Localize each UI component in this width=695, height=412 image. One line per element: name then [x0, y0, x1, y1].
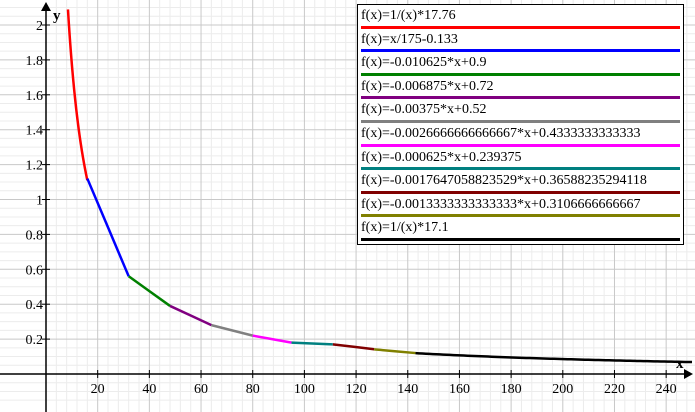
- legend-label: f(x)=1/(x)*17.1: [361, 220, 449, 236]
- legend-swatch: [361, 190, 680, 194]
- legend-entry-4: f(x)=-0.006875*x+0.72: [361, 78, 680, 102]
- series-lines: [66, 9, 693, 364]
- legend-entry-2: f(x)=x/175-0.133: [361, 31, 680, 55]
- legend-swatch: [361, 72, 680, 76]
- legend-swatch: [361, 167, 680, 171]
- y-axis-label: y: [53, 8, 61, 24]
- legend-entry-6: f(x)=-0.0026666666666667*x+0.43333333333…: [361, 125, 680, 149]
- series-line-8: [332, 343, 375, 351]
- legend-swatch: [361, 96, 680, 100]
- y-tick-label: 1.2: [26, 159, 44, 174]
- legend-swatch: [361, 143, 680, 147]
- y-tick-label: 0.6: [26, 263, 44, 278]
- series-line-6: [252, 334, 292, 344]
- legend-swatch: [361, 25, 680, 29]
- y-tick-label: 1: [36, 194, 43, 209]
- y-tick-label: 0.2: [26, 333, 44, 348]
- series-line-10: [415, 351, 693, 364]
- legend-entry-7: f(x)=-0.000625*x+0.239375: [361, 149, 680, 173]
- legend-label: f(x)=x/175-0.133: [361, 31, 458, 47]
- legend-label: f(x)=-0.00375*x+0.52: [361, 102, 487, 118]
- series-line-9: [374, 348, 416, 355]
- x-tick-label: 140: [397, 382, 418, 397]
- x-axis-label: x: [676, 356, 684, 372]
- legend-entry-10: f(x)=1/(x)*17.1: [361, 219, 680, 243]
- series-line-2: [86, 178, 130, 277]
- y-tick-label: 1.4: [26, 124, 44, 139]
- x-tick-label: 120: [346, 382, 367, 397]
- legend-label: f(x)=-0.010625*x+0.9: [361, 55, 487, 71]
- legend-swatch: [361, 214, 680, 218]
- x-tick-label: 180: [501, 382, 522, 397]
- x-tick-label: 220: [604, 382, 625, 397]
- series-line-5: [211, 323, 254, 337]
- x-axis-arrow: [684, 369, 693, 379]
- legend-entry-8: f(x)=-0.0017647058823529*x+0.36588235294…: [361, 172, 680, 196]
- legend-label: f(x)=-0.006875*x+0.72: [361, 78, 494, 94]
- legend-entry-3: f(x)=-0.010625*x+0.9: [361, 54, 680, 78]
- legend-swatch: [361, 237, 680, 241]
- x-tick-label: 100: [294, 382, 315, 397]
- legend-entry-5: f(x)=-0.00375*x+0.52: [361, 101, 680, 125]
- legend-entry-1: f(x)=1/(x)*17.76: [361, 7, 680, 31]
- x-tick-label: 20: [91, 382, 105, 397]
- y-axis-arrow: [41, 2, 51, 11]
- y-tick-label: 1.8: [26, 54, 44, 69]
- legend-label: f(x)=1/(x)*17.76: [361, 8, 456, 23]
- legend-entry-9: f(x)=-0.0013333333333333*x+0.31066666666…: [361, 196, 680, 220]
- y-tick-label: 1.6: [26, 89, 44, 104]
- x-tick-label: 60: [194, 382, 208, 397]
- x-tick-label: 80: [246, 382, 260, 397]
- series-line-7: [291, 341, 333, 346]
- legend-label: f(x)=-0.000625*x+0.239375: [361, 149, 522, 165]
- x-tick-label: 160: [449, 382, 470, 397]
- y-tick-label: 0.4: [26, 298, 44, 313]
- x-tick-label: 200: [552, 382, 573, 397]
- legend-swatch: [361, 119, 680, 123]
- x-tick-label: 240: [656, 382, 677, 397]
- legend-label: f(x)=-0.0017647058823529*x+0.36588235294…: [361, 173, 647, 189]
- series-line-4: [169, 304, 212, 327]
- legend-label: f(x)=-0.0013333333333333*x+0.31066666666…: [361, 196, 641, 212]
- series-line-3: [127, 275, 171, 307]
- y-tick-label: 0.8: [26, 228, 44, 243]
- x-tick-label: 40: [142, 382, 156, 397]
- y-tick-label: 2: [36, 19, 43, 34]
- ticks: 20 40 60 80 100 120 140 160 180 200 220 240 0.2 0.4 0.…: [26, 19, 677, 397]
- legend: f(x)=1/(x)*17.76 f(x)=x/175-0.133 f(x)=-0.…: [357, 4, 684, 245]
- legend-label: f(x)=-0.0026666666666667*x+0.43333333333…: [361, 125, 641, 141]
- series-line-1: [66, 9, 89, 181]
- legend-swatch: [361, 49, 680, 53]
